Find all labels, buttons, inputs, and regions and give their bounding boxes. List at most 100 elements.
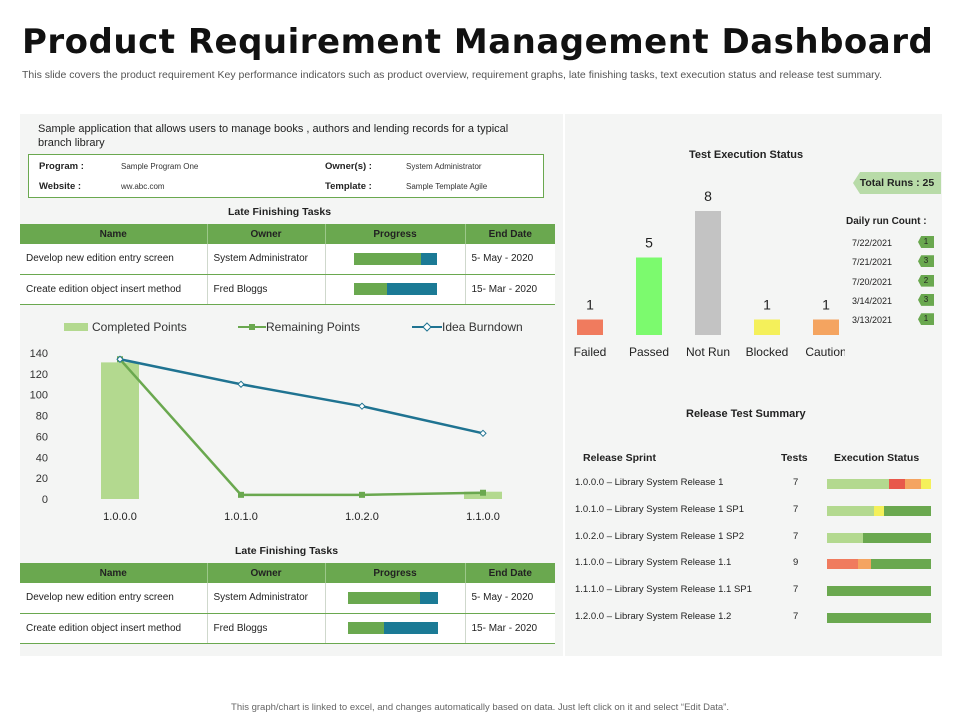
late-tasks-table-bottom: Name Owner Progress End Date Develop new… (20, 563, 555, 644)
task-end-date: 5- May - 2020 (465, 244, 555, 275)
daily-run-count: 3 (918, 255, 934, 268)
task-name: Develop new edition entry screen (20, 583, 208, 614)
status-category-label: Blocked (746, 345, 789, 359)
program-info-box: Program : Sample Program One Owner(s) : … (28, 154, 544, 198)
status-bar (813, 319, 839, 335)
progress-segment (353, 252, 421, 265)
daily-run-row: 7/22/2021 1 (846, 236, 940, 250)
task-progress-cell (325, 583, 466, 614)
burndown-point (116, 355, 124, 363)
program-value: Sample Program One (121, 162, 199, 171)
status-category-label: Not Run (686, 345, 730, 359)
status-segment (827, 532, 864, 543)
remaining-line (119, 358, 484, 497)
execution-status-bar (827, 505, 931, 516)
daily-run-date: 7/20/2021 (852, 276, 893, 287)
table-row: Create edition object insert method Fred… (20, 274, 555, 305)
status-bar (754, 319, 780, 335)
release-sprint: 1.0.0.0 – Library System Release 1 (575, 477, 724, 488)
status-segment (920, 479, 931, 489)
x-tick-label: 1.0.1.0 (224, 511, 258, 523)
status-segment (873, 505, 885, 516)
release-summary-title: Release Test Summary (686, 408, 806, 420)
remaining-point (359, 491, 365, 498)
col-tests: Tests (781, 452, 808, 464)
website-value: ww.abc.com (121, 182, 165, 191)
legend-label: Idea Burndown (442, 320, 523, 334)
execution-status-bar (827, 479, 931, 489)
release-row: 1.1.0.0 – Library System Release 1.1 9 (575, 557, 935, 571)
burndown-chart: 0 20 40 60 80 100 120 140 1.0.0.0 1.0.1.0 1.0.2.0 1… (30, 348, 502, 523)
progress-bar (353, 252, 438, 265)
progress-segment (387, 283, 438, 295)
release-sprint: 1.2.0.0 – Library System Release 1.2 (575, 611, 732, 622)
task-progress-cell (325, 274, 466, 305)
table-row: Create edition object insert method Fred… (20, 613, 555, 644)
daily-run-count: 2 (918, 274, 934, 287)
legend-burndown: Idea Burndown (412, 320, 523, 334)
burndown-point (237, 380, 245, 388)
execution-status-bar (827, 559, 931, 570)
daily-run-date: 3/14/2021 (852, 295, 893, 306)
col-owner: Owner (207, 563, 326, 583)
status-segment (827, 586, 931, 597)
progress-segment (347, 622, 384, 634)
page-title: Product Requirement Management Dashboard (22, 22, 934, 62)
status-value-label: 1 (822, 297, 830, 313)
legend-remaining: Remaining Points (238, 320, 360, 334)
col-progress: Progress (325, 563, 466, 583)
template-label: Template : (325, 181, 372, 192)
release-tests: 7 (793, 611, 799, 622)
release-row: 1.0.0.0 – Library System Release 1 7 (575, 477, 935, 491)
legend-label: Completed Points (92, 320, 187, 334)
y-tick-label: 60 (36, 431, 48, 443)
col-name: Name (20, 563, 208, 583)
task-progress-cell (325, 244, 466, 275)
execution-status-bar (827, 586, 931, 597)
table-row: Develop new edition entry screen System … (20, 583, 555, 614)
completed-bar (101, 362, 139, 499)
daily-run-row: 7/20/2021 2 (846, 274, 940, 289)
y-tick-label: 80 (36, 411, 48, 423)
test-execution-chart: 1 Failed 5 Passed 8 Not Run 1 Blocked 1 Caution (574, 188, 845, 359)
status-segment (884, 505, 931, 516)
release-sprint: 1.1.0.0 – Library System Release 1.1 (575, 557, 732, 569)
status-segment (889, 479, 905, 489)
status-value-label: 1 (763, 297, 771, 313)
status-bar (577, 319, 603, 335)
y-tick-label: 0 (42, 494, 48, 506)
status-category-label: Failed (574, 345, 607, 359)
daily-run-row: 3/13/2021 1 (846, 313, 940, 327)
late-tasks-title-bottom: Late Finishing Tasks (235, 545, 339, 557)
legend-label: Remaining Points (266, 320, 361, 334)
status-value-label: 8 (704, 188, 712, 204)
daily-run-count: 1 (918, 236, 934, 248)
footer-note: This graph/chart is linked to excel, and… (231, 702, 729, 713)
release-tests: 7 (793, 530, 799, 542)
y-tick-label: 40 (36, 452, 48, 464)
task-end-date: 15- Mar - 2020 (465, 613, 555, 644)
total-runs-badge: Total Runs : 25 (853, 172, 941, 194)
daily-run-count: 1 (918, 313, 934, 326)
status-bar (636, 257, 662, 335)
release-tests: 7 (793, 503, 799, 515)
status-value-label: 1 (586, 297, 594, 313)
daily-run-row: 7/21/2021 3 (846, 255, 940, 269)
task-progress-cell (325, 613, 466, 644)
progress-bar (347, 622, 438, 634)
task-owner: System Administrator (207, 583, 326, 614)
status-segment (827, 505, 874, 516)
test-execution-title: Test Execution Status (689, 149, 804, 161)
daily-run-row: 3/14/2021 3 (846, 293, 940, 308)
x-tick-label: 1.0.2.0 (345, 511, 379, 523)
remaining-point (480, 489, 486, 496)
program-label: Program : (39, 161, 84, 172)
y-tick-label: 140 (30, 348, 48, 360)
page-subtitle: This slide covers the product requiremen… (22, 69, 883, 81)
release-tests: 7 (793, 477, 799, 488)
task-name: Create edition object insert method (20, 613, 208, 644)
burndown-point (358, 402, 366, 410)
progress-segment (353, 283, 388, 295)
y-tick-label: 100 (30, 390, 48, 402)
progress-segment (420, 252, 438, 265)
